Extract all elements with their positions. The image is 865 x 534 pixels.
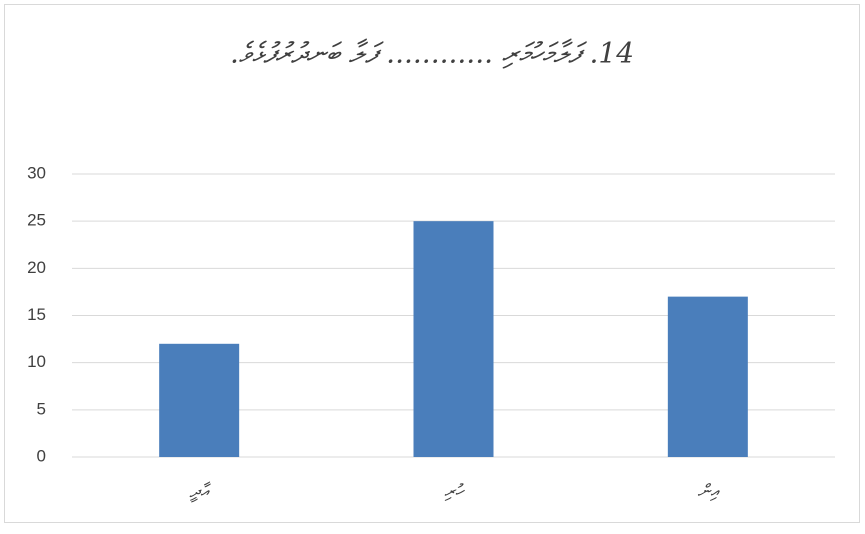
bar xyxy=(413,221,494,457)
y-tick-label: 5 xyxy=(37,399,46,418)
chart-title: 14. ފަލާމަހުމަރި ............ ފަލާ ބަނދު… xyxy=(230,37,634,70)
bar xyxy=(159,343,240,457)
x-tick-label: އާދީ xyxy=(189,481,212,503)
y-tick-label: 25 xyxy=(27,211,46,230)
y-tick-label: 15 xyxy=(27,305,46,324)
y-tick-label: 20 xyxy=(27,258,46,277)
y-tick-label: 0 xyxy=(37,446,46,465)
x-tick-label: އިން xyxy=(697,481,720,502)
y-tick-label: 30 xyxy=(27,163,46,182)
bar xyxy=(667,296,748,457)
y-tick-label: 10 xyxy=(27,352,46,371)
x-tick-label: ހުރި xyxy=(444,481,465,502)
